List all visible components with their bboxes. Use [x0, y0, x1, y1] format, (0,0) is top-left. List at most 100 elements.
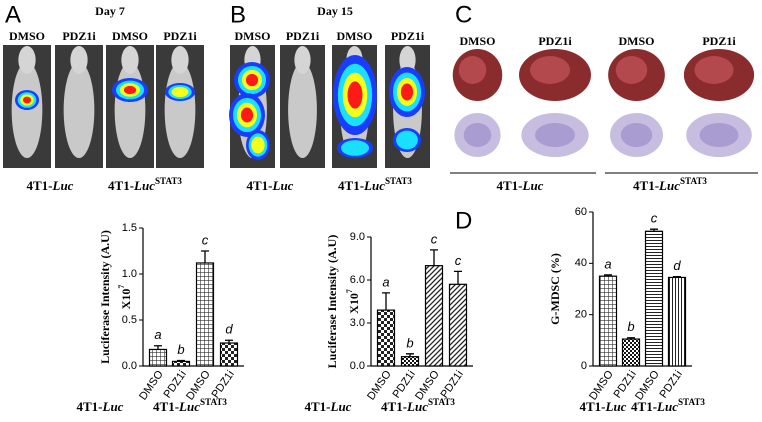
group-prefix: 4T1- — [153, 399, 179, 414]
panel-label: A — [5, 1, 21, 28]
lung-shade — [530, 56, 570, 84]
group-italic: Luc — [272, 178, 294, 193]
error-bar — [382, 292, 390, 311]
significance-letter: a — [154, 327, 161, 342]
group-italic: Luc — [656, 399, 678, 414]
group-label: 4T1-LucSTAT3 — [153, 397, 227, 414]
signal — [251, 136, 265, 154]
y-tick-label: 1.5 — [122, 222, 137, 234]
significance-letter: a — [382, 274, 389, 289]
significance-letter: b — [627, 319, 634, 334]
group-label: 4T1-Luc — [247, 178, 294, 193]
signal — [123, 85, 137, 95]
y-scale-label: X107 — [117, 285, 132, 310]
group-italic: Luc — [658, 178, 680, 193]
bar — [400, 356, 420, 367]
group-prefix: 4T1- — [338, 178, 364, 193]
y-tick-label: 60 — [575, 206, 587, 218]
mouse-head — [121, 46, 139, 74]
x-tick-label: DMSO — [137, 368, 166, 402]
y-scale-text: X10 — [119, 289, 133, 310]
group-prefix: 4T1- — [247, 178, 273, 193]
group-sup: STAT3 — [385, 176, 412, 186]
group-italic: Luc — [522, 178, 544, 193]
bar — [448, 283, 468, 367]
group-label: 4T1-LucSTAT3 — [633, 176, 707, 193]
significance-letter: a — [604, 256, 611, 271]
lung-shade — [615, 56, 648, 84]
group-italic: Luc — [363, 178, 385, 193]
group-label: 4T1-LucSTAT3 — [338, 176, 412, 193]
group-prefix: 4T1- — [631, 399, 657, 414]
group-italic: Luc — [406, 399, 428, 414]
image-label: DMSO — [112, 29, 148, 43]
group-prefix: 4T1- — [633, 178, 659, 193]
error-bar — [430, 249, 438, 266]
significance-letter: d — [225, 322, 233, 337]
significance-letter: c — [202, 232, 209, 247]
group-label: 4T1-Luc — [580, 399, 627, 414]
y-scale-text: X10 — [347, 293, 361, 314]
image-label: PDZ1i — [391, 29, 425, 43]
lung-shade — [694, 56, 734, 84]
group-italic: Luc — [102, 399, 124, 414]
histology-core — [535, 123, 575, 147]
group-prefix: 4T1- — [497, 178, 523, 193]
image-label: PDZ1i — [702, 34, 736, 48]
image-label: DMSO — [460, 34, 496, 48]
y-axis-label: Luciferase Intensity (A.U) — [98, 230, 112, 364]
group-italic: Luc — [178, 399, 200, 414]
y-scale-label: X107 — [345, 289, 360, 314]
y-tick-label: 0.0 — [122, 360, 137, 372]
signal — [400, 83, 414, 101]
group-label: 4T1-Luc — [305, 399, 352, 414]
signal — [347, 81, 363, 109]
y-tick-label: 1.0 — [122, 268, 137, 280]
x-tick-label: PDZ1i — [209, 369, 236, 401]
image-label: PDZ1i — [286, 29, 320, 43]
mouse-head — [294, 46, 311, 74]
histology-core — [620, 123, 653, 147]
mouse-body — [114, 62, 146, 158]
bar — [219, 342, 239, 367]
group-label: 4T1-LucSTAT3 — [381, 397, 455, 414]
group-prefix: 4T1- — [27, 178, 53, 193]
mouse-body — [288, 62, 317, 158]
y-tick-label: 6.0 — [350, 274, 365, 286]
mouse-head — [70, 46, 88, 74]
lung-shade — [458, 56, 487, 84]
error-bar — [406, 353, 414, 357]
mouse-head — [171, 46, 189, 74]
significance-letter: c — [431, 231, 438, 246]
group-italic: Luc — [330, 399, 352, 414]
error-bar — [604, 274, 612, 277]
x-tick-label: PDZ1i — [438, 369, 465, 401]
group-prefix: 4T1- — [381, 399, 407, 414]
error-bar — [225, 339, 233, 343]
mouse-body — [164, 62, 196, 158]
error-bar — [454, 270, 462, 285]
significance-letter: b — [406, 335, 413, 350]
x-tick-label: PDZ1i — [657, 369, 684, 401]
image-label: PDZ1i — [538, 34, 572, 48]
x-tick-label: DMSO — [633, 368, 662, 402]
x-tick-label: DMSO — [587, 368, 616, 402]
group-label: 4T1-LucSTAT3 — [631, 397, 705, 414]
y-axis-label: G-MDSC (%) — [548, 253, 562, 325]
significance-letter: c — [651, 211, 658, 226]
error-bar — [201, 250, 209, 263]
y-tick-label: 0.0 — [350, 360, 365, 372]
bar — [195, 262, 215, 367]
group-label: 4T1-Luc — [497, 178, 544, 193]
significance-letter: b — [177, 342, 184, 357]
panel-label: B — [230, 1, 246, 28]
signal — [171, 86, 189, 98]
bar — [148, 348, 168, 367]
group-italic: Luc — [133, 178, 155, 193]
y-tick-label: 20 — [575, 309, 587, 321]
y-tick-label: 0 — [581, 360, 587, 372]
error-bar — [650, 228, 658, 232]
y-tick-label: 3.0 — [350, 317, 365, 329]
error-bar — [177, 359, 185, 362]
